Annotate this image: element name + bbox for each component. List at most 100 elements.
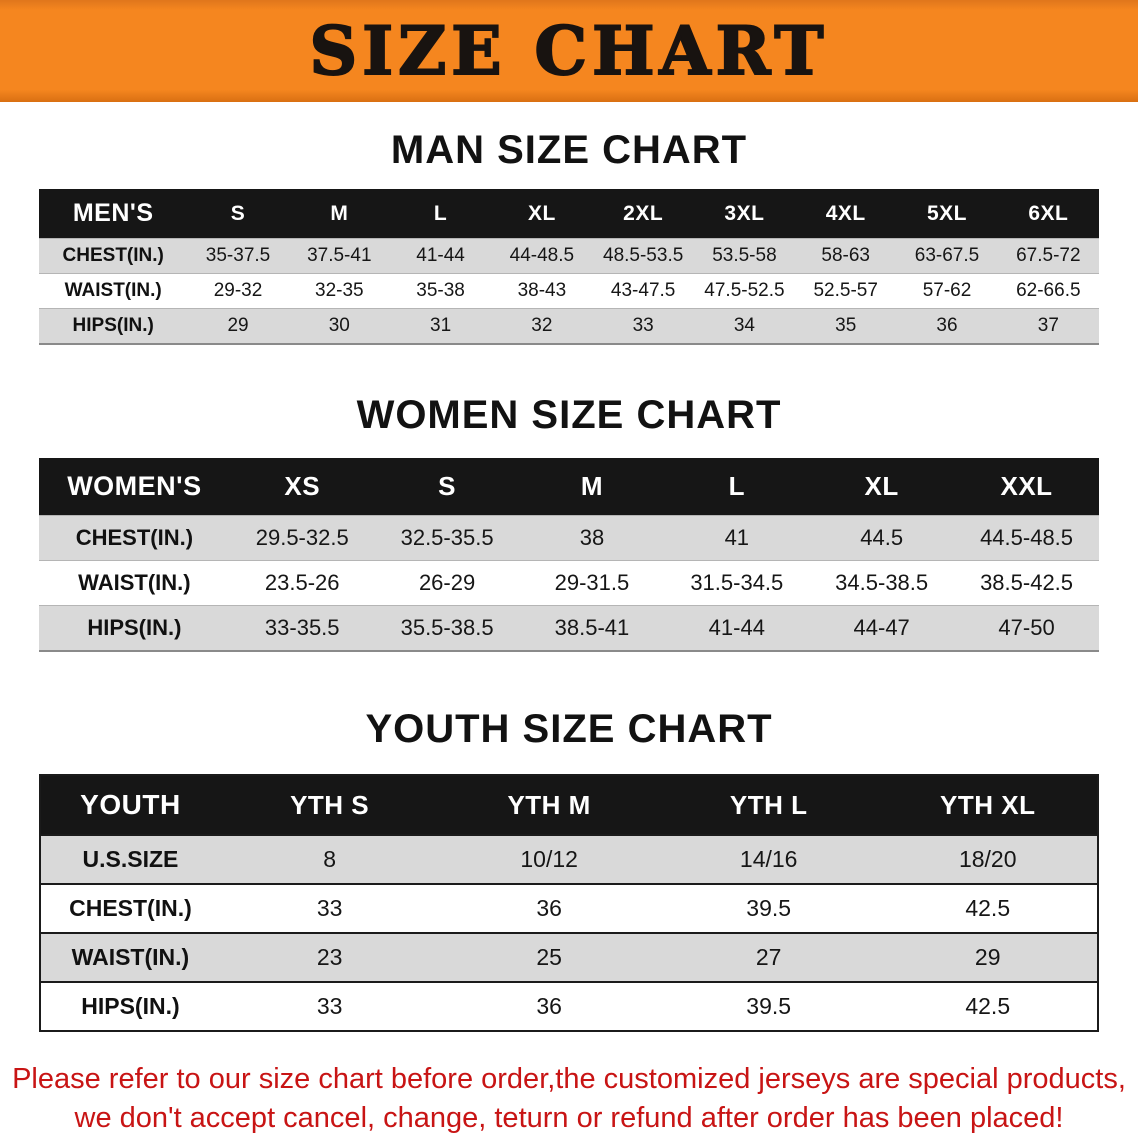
size-value-cell: 38 [579,525,605,550]
footer-line-2: we don't accept cancel, change, teturn o… [74,1102,1064,1135]
women-section-heading: WOMEN SIZE CHART [356,393,782,437]
size-column-header: XXL [954,458,1099,516]
table-header-row: WOMEN'S XS S M L XL XXL [39,458,1099,516]
row-label: HIPS(IN.) [87,615,182,640]
size-column-header: YTH XL [878,775,1098,835]
size-column-header: S [187,189,289,239]
size-value-cell: 26-29 [418,570,476,595]
size-value-cell: 67.5-72 [1016,245,1081,266]
size-column-header: YTH M [439,775,659,835]
size-value-cell: 33-35.5 [264,615,340,640]
size-value-cell: 39.5 [746,993,792,1019]
size-value-cell: 35 [835,315,857,336]
size-value-cell: 29-32 [213,280,263,301]
table-corner-label: WOMEN'S [39,458,230,516]
size-value-cell: 62-66.5 [1016,280,1081,301]
size-value-cell: 33 [632,315,654,336]
size-value-cell: 23 [316,944,343,970]
size-value-cell: 41 [724,525,750,550]
table-header-row: MEN'S S M L XL 2XL 3XL 4XL 5XL 6XL [39,189,1099,239]
row-label: CHEST(IN.) [69,895,192,921]
size-value-cell: 31 [430,315,452,336]
size-value-cell: 38.5-41 [554,615,630,640]
size-value-cell: 47.5-52.5 [704,280,785,301]
youth-size-table: YOUTH YTH S YTH M YTH L YTH XL U.S.SIZE 8 10/12… [39,774,1099,1032]
women-size-table: WOMEN'S XS S M L XL XXL CHEST(IN.) 29.5-32.5 32.5… [39,458,1099,652]
size-value-cell: 44-47 [853,615,910,640]
size-value-cell: 36 [936,315,958,336]
size-value-cell: 10/12 [520,846,578,872]
size-column-header: XL [809,458,955,516]
table-header-row: YOUTH YTH S YTH M YTH L YTH XL [40,775,1098,835]
size-chart-banner: SIZE CHART [0,0,1138,102]
row-label: WAIST(IN.) [71,944,190,970]
size-value-cell: 41-44 [416,245,465,266]
size-value-cell: 43-47.5 [610,280,676,301]
size-value-cell: 48.5-53.5 [603,245,684,266]
men-size-table: MEN'S S M L XL 2XL 3XL 4XL 5XL 6XL CHEST(IN.) 35-37… [39,189,1099,345]
row-label: CHEST(IN.) [75,525,194,550]
table-corner-label: YOUTH [40,775,220,835]
size-column-header: 4XL [795,189,897,239]
size-value-cell: 30 [328,315,350,336]
row-label: CHEST(IN.) [62,245,164,266]
size-value-cell: 38-43 [517,280,567,301]
size-value-cell: 39.5 [746,895,792,921]
size-value-cell: 29.5-32.5 [255,525,349,550]
size-value-cell: 37.5-41 [307,245,372,266]
size-value-cell: 31.5-34.5 [690,570,784,595]
table-row: HIPS(IN.) 29 30 31 32 33 34 35 36 37 [39,308,1099,344]
youth-section-heading: YOUTH SIZE CHART [365,707,773,751]
table-row: U.S.SIZE 8 10/12 14/16 18/20 [40,835,1098,884]
size-value-cell: 53.5-58 [712,245,777,266]
size-value-cell: 57-62 [922,280,972,301]
size-value-cell: 36 [536,895,562,921]
size-value-cell: 29-31.5 [554,570,630,595]
row-label: WAIST(IN.) [64,280,162,301]
size-value-cell: 42.5 [965,895,1011,921]
table-row: HIPS(IN.) 33-35.5 35.5-38.5 38.5-41 41-44 44-… [39,605,1099,651]
size-value-cell: 42.5 [965,993,1011,1019]
size-value-cell: 34.5-38.5 [835,570,929,595]
banner-title: SIZE CHART [309,11,829,91]
table-row: WAIST(IN.) 23 25 27 29 [40,933,1098,982]
size-value-cell: 38.5-42.5 [980,570,1074,595]
row-label: U.S.SIZE [82,846,179,872]
size-value-cell: 29 [974,944,1001,970]
footer-line-1: Please refer to our size chart before or… [12,1063,1126,1095]
size-value-cell: 58-63 [821,245,871,266]
table-row: CHEST(IN.) 29.5-32.5 32.5-35.5 38 41 44.5 44.5… [39,515,1099,561]
size-value-cell: 35-38 [416,280,465,301]
size-value-cell: 18/20 [958,846,1017,872]
size-value-cell: 44-48.5 [509,245,575,266]
size-value-cell: 27 [755,944,782,970]
size-column-header: 2XL [592,189,694,239]
table-row: WAIST(IN.) 23.5-26 26-29 29-31.5 31.5-34.5 34… [39,560,1099,606]
size-value-cell: 41-44 [708,615,765,640]
size-value-cell: 33 [316,895,343,921]
size-value-cell: 23.5-26 [264,570,340,595]
size-value-cell: 44.5 [860,525,904,550]
footer-note: Please refer to our size chart before or… [0,1060,1138,1138]
size-value-cell: 44.5-48.5 [980,525,1074,550]
size-value-cell: 14/16 [739,846,798,872]
size-column-header: 3XL [693,189,796,239]
size-value-cell: 32.5-35.5 [400,525,494,550]
row-label: HIPS(IN.) [72,315,154,336]
table-corner-label: MEN'S [39,189,188,239]
table-row: HIPS(IN.) 33 36 39.5 42.5 [40,982,1098,1031]
size-column-header: XS [229,458,375,516]
size-value-cell: 35.5-38.5 [400,615,494,640]
size-column-header: L [664,458,810,516]
size-column-header: L [389,189,492,239]
size-value-cell: 32-35 [315,280,364,301]
size-value-cell: 35-37.5 [205,245,271,266]
size-column-header: XL [491,189,593,239]
size-value-cell: 63-67.5 [914,245,980,266]
size-column-header: M [519,458,665,516]
size-column-header: 5XL [896,189,998,239]
table-row: CHEST(IN.) 35-37.5 37.5-41 41-44 44-48.5 48.5… [39,238,1099,274]
size-value-cell: 29 [227,315,249,336]
table-row: CHEST(IN.) 33 36 39.5 42.5 [40,884,1098,933]
row-label: WAIST(IN.) [78,570,191,595]
